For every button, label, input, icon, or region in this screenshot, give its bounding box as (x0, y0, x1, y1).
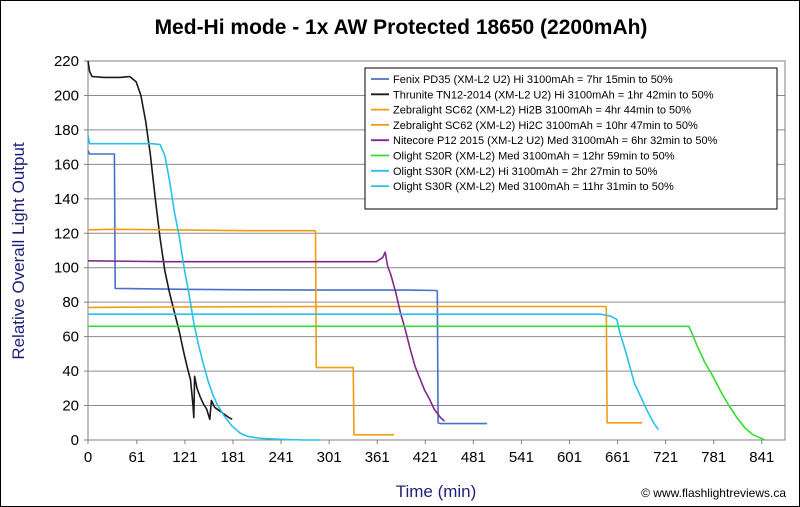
x-axis-ticks: 0 61 121 181 241 301 361 421 481 541 601 661 721 781 8… (84, 440, 774, 466)
x-tick-label: 841 (749, 449, 774, 466)
y-tick-label: 0 (71, 432, 79, 449)
x-tick-label: 661 (605, 449, 630, 466)
series-line-5 (87, 251, 446, 422)
legend-label: Olight S30R (XM-L2) Med 3100mAh = 11hr 3… (393, 181, 674, 193)
series-line-2 (87, 60, 233, 421)
y-tick-label: 120 (54, 225, 79, 242)
series-line-1 (87, 150, 487, 425)
y-axis-ticks: 0 20 40 60 80 100 120 140 160 180 200 220 (54, 53, 88, 449)
x-tick-label: 0 (84, 449, 92, 466)
series-line-4 (87, 305, 643, 424)
series-line-8 (88, 313, 660, 431)
y-tick-label: 100 (54, 260, 79, 277)
y-tick-label: 60 (62, 329, 79, 346)
legend-label: Olight S20R (XM-L2) Med 3100mAh = 12hr 5… (393, 151, 675, 163)
legend-items: Fenix PD35 (XM-L2 U2) Hi 3100mAh = 7hr 1… (371, 74, 718, 193)
x-tick-label: 241 (269, 449, 294, 466)
legend: Fenix PD35 (XM-L2 U2) Hi 3100mAh = 7hr 1… (364, 67, 778, 210)
x-tick-label: 121 (172, 449, 197, 466)
legend-label: Nitecore P12 2015 (XM-L2 U2) Med 3100mAh… (393, 135, 718, 147)
y-tick-label: 40 (62, 363, 79, 380)
y-tick-label: 180 (54, 122, 79, 139)
x-tick-label: 181 (220, 449, 245, 466)
x-tick-label: 481 (461, 449, 486, 466)
x-tick-label: 421 (413, 449, 438, 466)
legend-label: Thrunite TN12-2014 (XM-L2 U2) Hi 3100mAh… (393, 89, 714, 101)
y-tick-label: 160 (54, 156, 79, 173)
series-line-3 (87, 228, 394, 436)
x-tick-label: 61 (129, 449, 146, 466)
legend-label: Olight S30R (XM-L2) Hi 3100mAh = 2hr 27m… (393, 166, 658, 178)
series-line-7 (87, 134, 321, 441)
x-tick-label: 781 (701, 449, 726, 466)
legend-label: Zebralight SC62 (XM-L2) Hi2C 3100mAh = 1… (393, 120, 698, 132)
y-tick-label: 140 (54, 191, 79, 208)
plot-area (87, 60, 786, 441)
y-tick-label: 220 (54, 53, 79, 70)
legend-label: Fenix PD35 (XM-L2 U2) Hi 3100mAh = 7hr 1… (393, 74, 673, 86)
y-tick-label: 80 (62, 294, 79, 311)
y-tick-label: 200 (54, 87, 79, 104)
y-tick-label: 20 (62, 398, 79, 415)
credit-text: © www.flashlightreviews.ca (641, 486, 786, 500)
series-line-6 (88, 325, 766, 441)
x-axis-title: Time (min) (396, 482, 477, 501)
x-tick-label: 541 (509, 449, 534, 466)
x-tick-label: 361 (365, 449, 390, 466)
x-tick-label: 601 (557, 449, 582, 466)
legend-box (364, 67, 778, 210)
series-lines (87, 60, 766, 441)
chart-title: Med-Hi mode - 1x AW Protected 18650 (220… (155, 16, 648, 39)
y-axis-title: Relative Overall Light Output (9, 142, 28, 360)
x-tick-label: 301 (317, 449, 342, 466)
legend-label: Zebralight SC62 (XM-L2) Hi2B 3100mAh = 4… (393, 105, 691, 117)
x-tick-label: 721 (653, 449, 678, 466)
